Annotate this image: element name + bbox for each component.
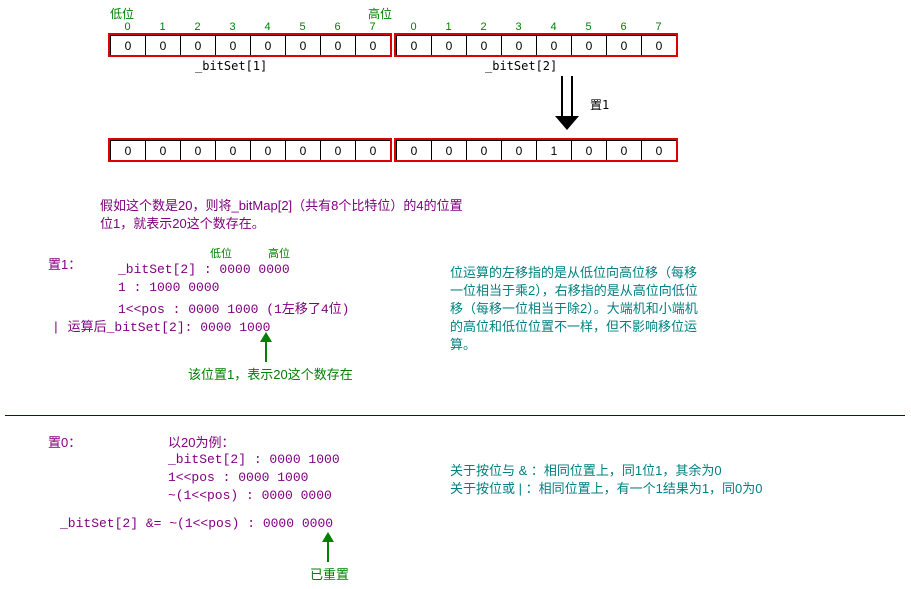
- index-num: 1: [145, 21, 180, 33]
- redbox-1-right: [394, 33, 678, 57]
- index-num: 3: [501, 21, 536, 33]
- index-num: 4: [250, 21, 285, 33]
- set0-l4: _bitSet[2] &= ~(1<<pos) : 0000 0000: [60, 516, 333, 531]
- set1-title: 置1：: [48, 254, 81, 273]
- index-num: 0: [396, 21, 431, 33]
- label-high: 高位: [368, 5, 392, 22]
- redbox-2-left: [108, 138, 392, 162]
- caption-bitset2: _bitSet[2]: [485, 59, 557, 73]
- low-short: 低位: [210, 245, 232, 261]
- set0-l3: ~(1<<pos) : 0000 0000: [168, 488, 332, 503]
- redbox-2-right: [394, 138, 678, 162]
- set0-title: 以20为例：: [168, 432, 234, 451]
- index-num: 2: [180, 21, 215, 33]
- desc-line1: 假如这个数是20，则将_bitMap[2]（共有8个比特位）的4的位置: [100, 195, 463, 214]
- reset-label: 已重置: [310, 564, 349, 583]
- separator: [5, 415, 905, 416]
- shift-l1: 位运算的左移指的是从低位向高位移（每移: [450, 262, 697, 281]
- set0-l1: _bitSet[2] : 0000 1000: [168, 452, 340, 467]
- high-short: 高位: [268, 245, 290, 261]
- index-num: 1: [431, 21, 466, 33]
- set1-l4: | 运算后_bitSet[2]: 0000 1000: [52, 316, 270, 335]
- index-num: 6: [320, 21, 355, 33]
- index-num: 4: [536, 21, 571, 33]
- desc-line2: 位1，就表示20这个数存在。: [100, 213, 265, 232]
- arrow-set1: [552, 76, 582, 131]
- set0-l2: 1<<pos : 0000 1000: [168, 470, 308, 485]
- bitop-l2: 关于按位或 | ：相同位置上，有一个1结果为1，同0为0: [450, 478, 763, 497]
- note-set1: 该位置1，表示20这个数存在: [188, 364, 353, 383]
- arrow-note1: [258, 332, 274, 362]
- index-num: 5: [285, 21, 320, 33]
- label-set1-op: 置1: [590, 96, 609, 113]
- shift-l4: 的高位和低位位置不一样，但不影响移位运: [450, 316, 697, 335]
- set1-l2: 1 : 1000 0000: [118, 280, 219, 295]
- caption-bitset1: _bitSet[1]: [195, 59, 267, 73]
- set0-title-label: 置0：: [48, 432, 81, 451]
- arrow-reset: [320, 532, 336, 562]
- redbox-1-left: [108, 33, 392, 57]
- shift-l2: 一位相当于乘2），右移指的是从高位向低位: [450, 280, 698, 299]
- index-num: 0: [110, 21, 145, 33]
- set1-l1: _bitSet[2] : 0000 0000: [118, 262, 290, 277]
- bitop-l1: 关于按位与 & ：相同位置上，同1位1，其余为0: [450, 460, 722, 479]
- set1-l3: 1<<pos : 0000 1000 (1左移了4位): [118, 298, 349, 317]
- index-num: 7: [355, 21, 390, 33]
- index-num: 5: [571, 21, 606, 33]
- label-low: 低位: [110, 5, 134, 22]
- index-num: 3: [215, 21, 250, 33]
- shift-l5: 算。: [450, 334, 476, 353]
- shift-l3: 移（每移一位相当于除2）。大端机和小端机: [450, 298, 698, 317]
- index-num: 2: [466, 21, 501, 33]
- index-num: 6: [606, 21, 641, 33]
- index-num: 7: [641, 21, 676, 33]
